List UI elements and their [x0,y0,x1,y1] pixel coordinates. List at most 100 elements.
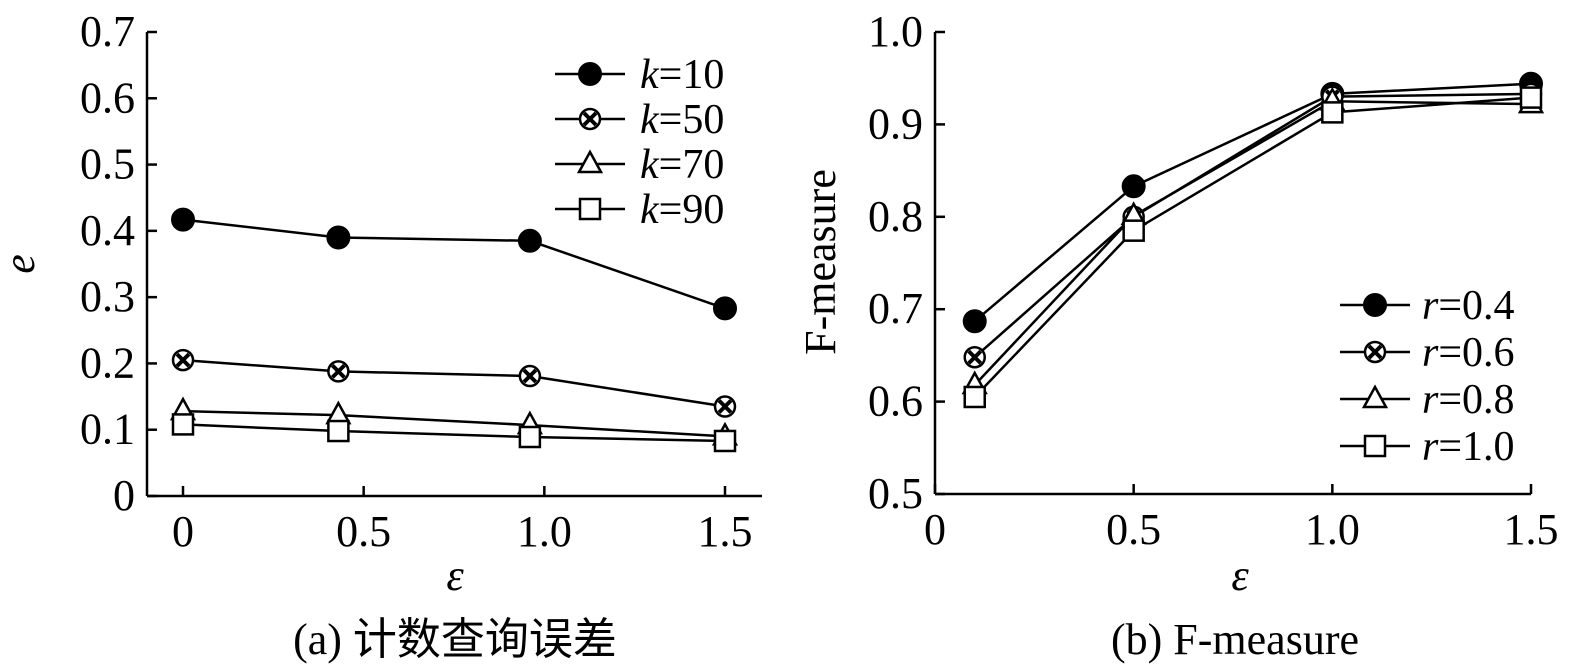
y-tick-label: 0.8 [868,192,923,241]
data-point [713,395,737,418]
legend-item: r=0.6 [1340,330,1515,376]
series-k=90 [171,413,737,453]
legend-label-var: k [640,142,660,188]
legend-label-value: =0.4 [1438,283,1514,329]
legend-marker [578,62,602,86]
data-point [962,309,987,334]
legend-label-value: =1.0 [1438,424,1514,470]
legend-label-var: k [640,97,660,143]
legend-item: k=50 [555,97,724,143]
x-tick-label: 0 [924,505,946,554]
legend-label-var: r [1422,424,1439,470]
x-tick-label: 1.0 [517,507,572,556]
chart-caption: (b) F-measure [1111,615,1359,664]
chart-b: 0.50.60.70.80.91.00 0.5 1.0 1.5εF-measure(b… [796,7,1559,664]
legend-item: k=90 [555,187,724,233]
x-axis-label: ε [1231,551,1249,600]
legend-label-var: k [640,187,660,233]
series-line [182,423,726,443]
data-point [327,419,350,443]
x-tick-label: 0.5 [336,507,391,556]
legend-label-var: r [1422,377,1439,423]
legend-marker [578,197,602,221]
legend-label-value: =70 [659,142,725,188]
series-line [182,218,726,310]
legend-label-var: r [1422,330,1439,376]
y-tick-label: 0.6 [868,377,923,426]
data-point [1321,101,1344,124]
y-tick-label: 0.7 [868,284,923,333]
legend-label: r=0.6 [1422,330,1515,376]
legend-marker [1363,340,1387,364]
legend-item: r=0.8 [1340,377,1515,423]
legend-marker [1361,384,1389,409]
data-point [518,425,542,449]
data-point [1122,219,1145,242]
data-point [517,228,542,253]
legend-marker [576,149,604,174]
y-tick-label: 0.5 [868,469,923,518]
y-axis-label: e [0,254,44,274]
legend-marker [1363,293,1387,317]
x-tick-label: 0 [172,507,194,556]
data-point [713,429,737,453]
data-point [326,225,351,250]
y-tick-label: 1.0 [868,7,923,56]
legend-label-value: =0.6 [1438,330,1514,376]
series-line [973,96,1532,398]
data-point [171,348,195,372]
legend-label: k=70 [640,142,724,188]
series-line [973,82,1532,323]
data-point [1519,86,1543,109]
chart-caption: (a) 计数查询误差 [293,615,617,664]
legend-item: r=1.0 [1340,424,1515,470]
legend-label: k=90 [640,187,724,233]
y-tick-label: 0 [113,471,135,520]
legend-label-value: =90 [659,187,725,233]
series-k=10 [171,207,737,321]
y-tick-label: 0.1 [80,405,135,454]
data-point [518,364,542,388]
y-tick-label: 0.6 [80,73,135,122]
legend: r=0.4r=0.6r=0.8r=1.0 [1340,283,1515,470]
legend-label: k=10 [640,52,724,98]
series-line [182,409,726,438]
legend-label-value: =50 [659,97,725,143]
data-point [963,345,986,369]
legend: k=10k=50k=70k=90 [555,52,724,233]
series-line [182,358,726,408]
series-line [973,100,1532,386]
legend-label: r=0.4 [1422,283,1515,329]
legend-marker [1363,434,1387,458]
legend-item: k=70 [555,142,724,188]
chart-a: 0 0.1 0.2 0.3 0.4 0.5 0.6 0.7 0 0.5 1.0 1.5 ε e (a) 计数… [0,7,762,664]
y-tick-label: 0.3 [80,272,135,321]
series-line [973,92,1532,359]
y-tick-label: 0.7 [80,7,135,56]
x-tick-label: 1.5 [698,507,753,556]
legend-label-var: k [640,52,660,98]
legend-label-value: =10 [659,52,725,98]
x-tick-label: 1.0 [1305,505,1360,554]
y-tick-label: 0.4 [80,206,135,255]
data-point [171,207,195,232]
x-axis-label: ε [446,551,464,600]
legend-item: k=10 [555,52,724,98]
data-point [963,385,986,409]
x-tick-label: 0.5 [1106,505,1161,554]
data-point [1121,174,1146,199]
legend-item: r=0.4 [1340,283,1515,329]
y-tick-label: 0.2 [80,338,135,387]
data-point [713,296,737,321]
legend-label: r=1.0 [1422,424,1515,470]
data-point [327,360,350,383]
x-tick-label: 1.5 [1504,505,1559,554]
legend-marker [578,107,602,131]
series-k=70 [169,396,739,446]
legend-label: k=50 [640,97,724,143]
data-point [171,413,195,436]
y-axis-label: F-measure [796,169,845,355]
series-k=50 [171,348,737,418]
legend-label-value: =0.8 [1438,377,1514,423]
legend-label: r=0.8 [1422,377,1515,423]
